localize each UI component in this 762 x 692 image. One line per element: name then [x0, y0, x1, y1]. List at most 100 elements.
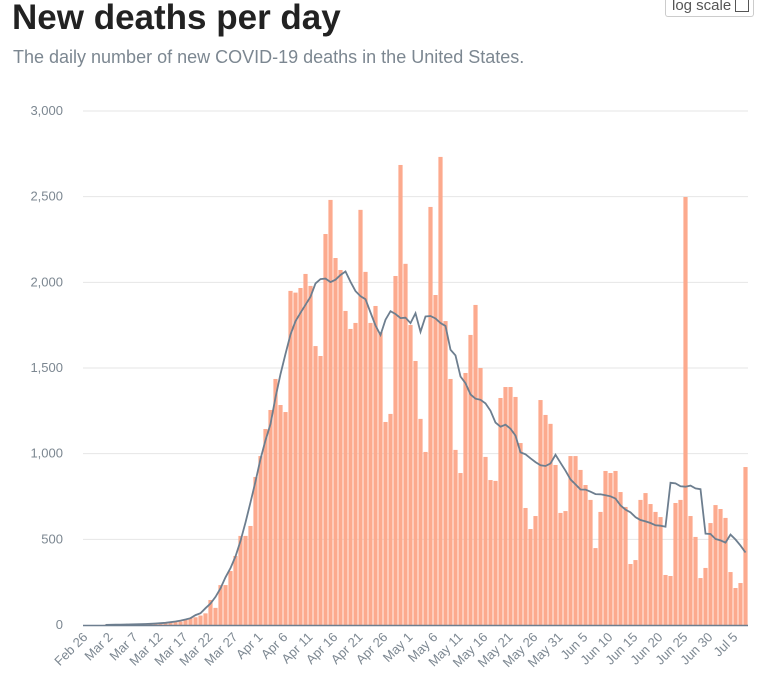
bar: [438, 156, 443, 625]
bar: [518, 443, 523, 625]
bar: [508, 387, 513, 625]
log-scale-toggle[interactable]: log scale: [665, 0, 755, 17]
bar: [233, 555, 238, 625]
bar: [558, 512, 563, 625]
bar: [458, 473, 463, 625]
x-tick-label: Mar 2: [81, 629, 115, 663]
bar: [168, 622, 173, 625]
bar: [213, 607, 218, 625]
bar: [243, 535, 248, 625]
bar: [668, 575, 673, 625]
bar: [353, 322, 358, 625]
bar: [528, 529, 533, 625]
bar: [678, 499, 683, 625]
bar: [273, 378, 278, 625]
bar: [453, 449, 458, 625]
bar: [388, 413, 393, 625]
bar: [598, 511, 603, 625]
bar: [493, 480, 498, 625]
bar: [613, 470, 618, 625]
bar: [503, 387, 508, 625]
bar: [193, 617, 198, 625]
bar: [263, 428, 268, 625]
bar: [628, 564, 633, 625]
log-scale-checkbox[interactable]: [735, 0, 750, 12]
bar: [683, 197, 688, 625]
bar: [543, 414, 548, 625]
bar: [383, 421, 388, 625]
bar: [318, 356, 323, 625]
bar: [343, 310, 348, 625]
bar: [538, 400, 543, 625]
y-tick-label: 500: [41, 531, 63, 546]
bar: [158, 623, 163, 625]
bar: [693, 536, 698, 625]
bar: [288, 290, 293, 625]
bar: [473, 304, 478, 625]
bar: [358, 209, 363, 626]
bar: [323, 234, 328, 625]
bar: [488, 480, 493, 625]
bar: [568, 456, 573, 625]
bar: [333, 258, 338, 625]
bar: [533, 516, 538, 625]
bar: [198, 615, 203, 625]
bar: [638, 499, 643, 625]
bar: [328, 199, 333, 625]
bar: [373, 305, 378, 625]
y-tick-label: 0: [56, 617, 63, 632]
bar: [183, 619, 188, 625]
bar: [403, 263, 408, 625]
y-tick-label: 1,500: [30, 360, 63, 375]
y-tick-label: 1,000: [30, 446, 63, 461]
bar: [643, 493, 648, 625]
bar: [348, 328, 353, 625]
bar: [258, 456, 263, 625]
bar: [443, 321, 448, 625]
bar: [368, 322, 373, 625]
bar: [218, 585, 223, 625]
bar: [563, 511, 568, 625]
bar: [618, 492, 623, 625]
bar: [713, 505, 718, 625]
bar: [728, 572, 733, 625]
bar: [738, 583, 743, 625]
bar: [268, 409, 273, 625]
bar: [448, 378, 453, 625]
x-tick-label: Apr 1: [233, 629, 266, 662]
bar: [653, 511, 658, 625]
bar: [408, 324, 413, 625]
bar: [583, 485, 588, 625]
bar: [658, 517, 663, 625]
bar: [573, 456, 578, 625]
bar: [393, 275, 398, 625]
bar: [418, 418, 423, 625]
bar: [548, 423, 553, 625]
bar: [248, 525, 253, 625]
bar: [283, 412, 288, 625]
bar: [428, 206, 433, 626]
bar: [608, 473, 613, 625]
chart-subtitle: The daily number of new COVID-19 deaths …: [13, 47, 525, 67]
bar: [633, 560, 638, 625]
bar: [203, 613, 208, 625]
y-tick-label: 3,000: [30, 103, 63, 118]
bar: [723, 517, 728, 625]
bar: [498, 397, 503, 625]
bar: [578, 469, 583, 625]
bar: [278, 405, 283, 625]
bar: [363, 271, 368, 625]
bar: [703, 567, 708, 625]
bar: [688, 516, 693, 625]
bar: [603, 470, 608, 625]
bar: [163, 622, 168, 625]
bar: [718, 509, 723, 625]
bar: [733, 587, 738, 625]
y-tick-label: 2,000: [30, 274, 63, 289]
x-tick-label: Jul 5: [710, 629, 740, 659]
bar: [253, 476, 258, 625]
bar: [478, 368, 483, 625]
bar: [463, 372, 468, 625]
bar: [223, 585, 228, 625]
